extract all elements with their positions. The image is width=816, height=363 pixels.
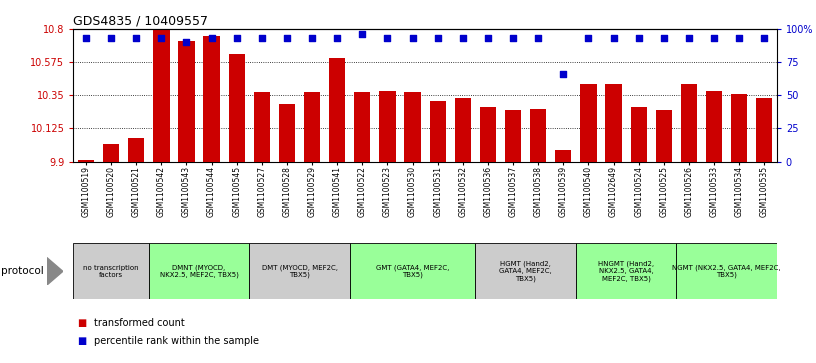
Text: transformed count: transformed count [94, 318, 184, 328]
Bar [706, 91, 722, 162]
Bar [149, 243, 250, 299]
Bar [476, 243, 576, 299]
Text: percentile rank within the sample: percentile rank within the sample [94, 336, 259, 346]
Point [356, 32, 369, 37]
Bar [304, 92, 320, 162]
Point [532, 36, 545, 41]
Point [155, 36, 168, 41]
Point [230, 36, 243, 41]
Text: protocol: protocol [1, 266, 43, 276]
Bar [681, 83, 697, 162]
Bar [153, 29, 170, 162]
Text: GDS4835 / 10409557: GDS4835 / 10409557 [73, 15, 208, 28]
Bar [78, 160, 94, 162]
Text: DMNT (MYOCD,
NKX2.5, MEF2C, TBX5): DMNT (MYOCD, NKX2.5, MEF2C, TBX5) [160, 264, 238, 278]
Point [607, 36, 620, 41]
Bar [73, 243, 149, 299]
Bar [250, 243, 350, 299]
Bar [228, 54, 245, 162]
Bar [580, 83, 596, 162]
Bar [756, 98, 773, 162]
Point [180, 39, 193, 45]
Text: GMT (GATA4, MEF2C,
TBX5): GMT (GATA4, MEF2C, TBX5) [376, 264, 450, 278]
Bar [254, 92, 270, 162]
Bar [455, 98, 471, 162]
Bar [279, 104, 295, 162]
Point [682, 36, 695, 41]
Bar [103, 144, 119, 162]
Bar [631, 107, 647, 162]
Bar [505, 110, 521, 162]
Text: ■: ■ [78, 318, 86, 328]
Point [305, 36, 318, 41]
Point [79, 36, 92, 41]
Bar [731, 94, 747, 162]
Text: NGMT (NKX2.5, GATA4, MEF2C,
TBX5): NGMT (NKX2.5, GATA4, MEF2C, TBX5) [672, 264, 781, 278]
Text: ■: ■ [78, 336, 86, 346]
Bar [429, 101, 446, 162]
Point [104, 36, 118, 41]
Bar [605, 83, 622, 162]
Bar [128, 138, 144, 162]
Text: HGMT (Hand2,
GATA4, MEF2C,
TBX5): HGMT (Hand2, GATA4, MEF2C, TBX5) [499, 261, 552, 282]
Bar [350, 243, 476, 299]
Bar [676, 243, 777, 299]
Point [582, 36, 595, 41]
Point [130, 36, 143, 41]
Point [632, 36, 645, 41]
Bar [203, 36, 220, 162]
Bar [379, 91, 396, 162]
Bar [555, 150, 571, 162]
Point [557, 71, 570, 77]
Point [406, 36, 419, 41]
Point [733, 36, 746, 41]
Bar [480, 107, 496, 162]
Bar [655, 110, 672, 162]
Text: DMT (MYOCD, MEF2C,
TBX5): DMT (MYOCD, MEF2C, TBX5) [262, 264, 338, 278]
Bar [354, 92, 370, 162]
Point [281, 36, 294, 41]
Point [707, 36, 721, 41]
Text: no transcription
factors: no transcription factors [83, 265, 139, 278]
Point [255, 36, 268, 41]
Point [481, 36, 494, 41]
Bar [179, 41, 195, 162]
Point [330, 36, 344, 41]
Bar [530, 109, 547, 162]
Point [381, 36, 394, 41]
Point [758, 36, 771, 41]
Bar [405, 92, 421, 162]
Point [456, 36, 469, 41]
Point [205, 36, 218, 41]
Bar [576, 243, 676, 299]
Bar [329, 58, 345, 162]
Text: HNGMT (Hand2,
NKX2.5, GATA4,
MEF2C, TBX5): HNGMT (Hand2, NKX2.5, GATA4, MEF2C, TBX5… [598, 261, 654, 282]
Point [657, 36, 670, 41]
Point [507, 36, 520, 41]
Polygon shape [47, 257, 63, 285]
Point [431, 36, 444, 41]
